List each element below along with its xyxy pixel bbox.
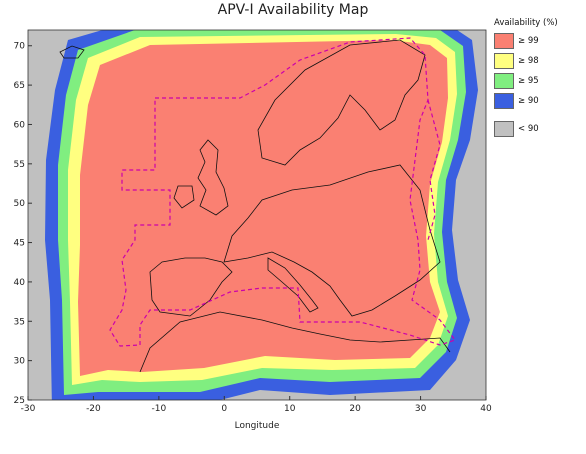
y-tick-label: 25 — [14, 396, 25, 406]
legend-item-label: ≥ 90 — [518, 96, 539, 106]
zone-99 — [78, 40, 448, 376]
legend-item: ≥ 98 — [494, 52, 586, 70]
x-axis-label: Longitude — [235, 421, 280, 431]
x-tick-label: -10 — [152, 404, 167, 414]
coastline-britain — [197, 139, 229, 216]
legend-swatch — [494, 93, 514, 109]
coastline-iberia — [149, 257, 233, 317]
legend-swatch — [494, 33, 514, 49]
region-boundary-east — [427, 99, 441, 241]
x-tick-label: 40 — [480, 404, 492, 414]
y-tick-label: 35 — [14, 317, 25, 327]
x-tick-label: 20 — [349, 404, 361, 414]
y-tick-label: 70 — [14, 42, 26, 52]
legend-item: < 90 — [494, 120, 586, 138]
coastline-italy — [267, 257, 319, 313]
x-tick-label: 10 — [284, 404, 296, 414]
coastline-north-africa — [139, 311, 451, 373]
legend-swatch — [494, 121, 514, 137]
legend-item-label: ≥ 98 — [518, 56, 539, 66]
map-title: APV-I Availability Map — [217, 2, 369, 18]
y-tick-label: 45 — [14, 239, 25, 249]
legend-swatch — [494, 53, 514, 69]
legend-item-label: ≥ 99 — [518, 36, 539, 46]
region-boundary-line — [109, 37, 456, 347]
y-tick-label: 40 — [14, 278, 26, 288]
legend-swatch — [494, 73, 514, 89]
coastline-iceland — [59, 45, 85, 59]
x-tick-label: 0 — [221, 404, 227, 414]
legend-title: Availability (%) — [494, 18, 558, 28]
coastlines — [59, 39, 451, 373]
legend-item: ≥ 95 — [494, 72, 586, 90]
y-tick-label: 65 — [14, 81, 25, 91]
y-tick-label: 30 — [14, 357, 26, 367]
legend-item-label: < 90 — [518, 124, 539, 134]
legend: Availability (%) ≥ 99 ≥ 98 ≥ 95 ≥ 90 < 9… — [494, 18, 586, 140]
y-tick-label: 55 — [14, 160, 25, 170]
x-tick-label: -30 — [21, 404, 36, 414]
legend-item: ≥ 90 — [494, 92, 586, 110]
x-tick-label: 30 — [415, 404, 427, 414]
axis-ticks: -30 -20 -10 0 10 20 30 40 25 30 35 40 45 50 55 60 65 70 — [14, 42, 492, 414]
y-tick-label: 50 — [14, 199, 26, 209]
coastline-scandinavia — [257, 39, 426, 166]
legend-item-label: ≥ 95 — [518, 76, 539, 86]
coastline-ireland — [173, 185, 195, 209]
region-boundary — [109, 37, 456, 347]
availability-zones — [45, 30, 478, 400]
plot-frame — [27, 29, 487, 401]
coastline-continent — [223, 164, 441, 317]
legend-item: ≥ 99 — [494, 32, 586, 50]
y-tick-label: 60 — [14, 120, 26, 130]
x-tick-label: -20 — [86, 404, 101, 414]
